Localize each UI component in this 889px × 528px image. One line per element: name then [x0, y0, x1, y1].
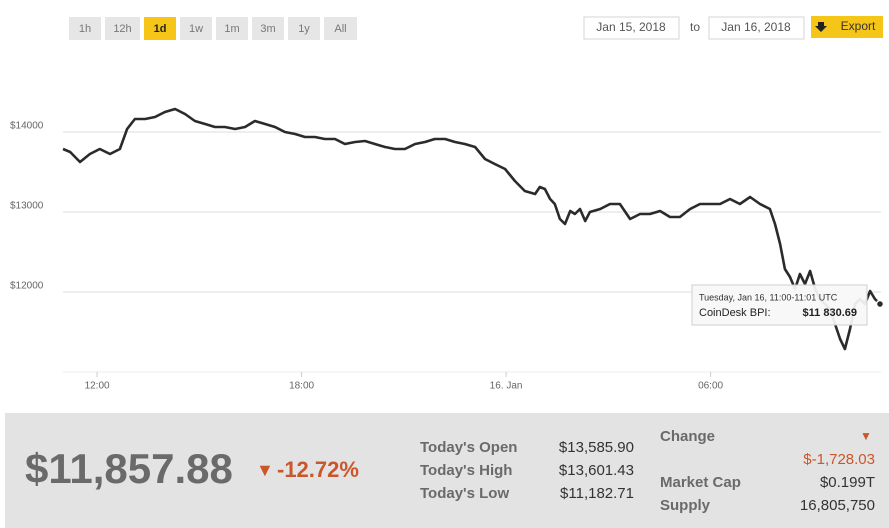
y-tick-label: $14000	[10, 121, 44, 132]
x-tick-label: 12:00	[85, 381, 110, 392]
range-button[interactable]	[144, 17, 176, 40]
date-to-box[interactable]	[708, 16, 805, 40]
range-button[interactable]	[288, 17, 320, 40]
stat-value: $13,585.90	[559, 439, 634, 456]
export-icon	[815, 22, 827, 32]
tooltip-title: Tuesday, Jan 16, 11:00-11:01 UTC	[699, 292, 838, 302]
range-label[interactable]: 1w	[189, 23, 203, 35]
market-cap-value: $0.199T	[820, 474, 875, 491]
tooltip-box	[691, 284, 868, 326]
range-label[interactable]: 1d	[154, 23, 167, 35]
stat-label: Today's Low	[420, 485, 509, 502]
market-cap-label: Market Cap	[660, 474, 741, 491]
date-to[interactable]: Jan 16, 2018	[721, 20, 791, 34]
range-label[interactable]: All	[334, 23, 346, 35]
x-tick-label: 06:00	[698, 381, 723, 392]
range-button[interactable]	[252, 17, 284, 40]
range-button[interactable]	[216, 17, 248, 40]
range-button[interactable]	[105, 17, 140, 40]
change-arrow-small: ▼	[860, 429, 872, 443]
stats: Today's Open $13,585.90 Today's High $13,60…	[420, 439, 634, 502]
supply-value: 16,805,750	[800, 497, 875, 514]
y-tick-label: $12000	[10, 281, 44, 292]
range-buttons: 1h 12h 1d 1w 1m 3m 1y All	[69, 17, 357, 40]
date-from[interactable]: Jan 15, 2018	[596, 20, 666, 34]
summary-panel	[5, 413, 889, 528]
range-label[interactable]: 12h	[113, 23, 131, 35]
export-label[interactable]: Export	[841, 19, 876, 33]
tooltip-label: CoinDesk BPI:	[699, 307, 771, 319]
tooltip-value: $11 830.69	[803, 307, 857, 319]
y-tick-label: $13000	[10, 201, 44, 212]
tooltip: Tuesday, Jan 16, 11:00-11:01 UTC CoinDes…	[691, 284, 868, 326]
change-label: Change	[660, 428, 715, 445]
date-from-box[interactable]	[583, 16, 680, 40]
change-value: $-1,728.03	[803, 451, 875, 468]
stat-label: Today's High	[420, 462, 512, 479]
x-tick-label: 16. Jan	[490, 381, 523, 392]
stat-value: $11,182.71	[560, 485, 634, 502]
chart: $12000 $13000 $14000 12:00 18:00 16. Jan 06:00	[10, 107, 885, 392]
price: $11,857.88	[25, 445, 233, 492]
range-label[interactable]: 1y	[298, 23, 310, 35]
change-arrow: ▼	[256, 460, 274, 480]
range-button[interactable]	[69, 17, 101, 40]
export-button[interactable]	[811, 16, 883, 38]
supply-label: Supply	[660, 497, 711, 514]
change-percent: -12.72%	[277, 457, 359, 482]
range-label[interactable]: 3m	[260, 23, 275, 35]
range-label[interactable]: 1m	[224, 23, 239, 35]
range-button[interactable]	[324, 17, 357, 40]
range-label[interactable]: 1h	[79, 23, 91, 35]
stat-label: Today's Open	[420, 439, 517, 456]
range-button[interactable]	[180, 17, 212, 40]
date-to-label: to	[690, 20, 700, 34]
hover-point	[875, 299, 885, 309]
stat-value: $13,601.43	[559, 462, 634, 479]
x-tick-label: 18:00	[289, 381, 314, 392]
